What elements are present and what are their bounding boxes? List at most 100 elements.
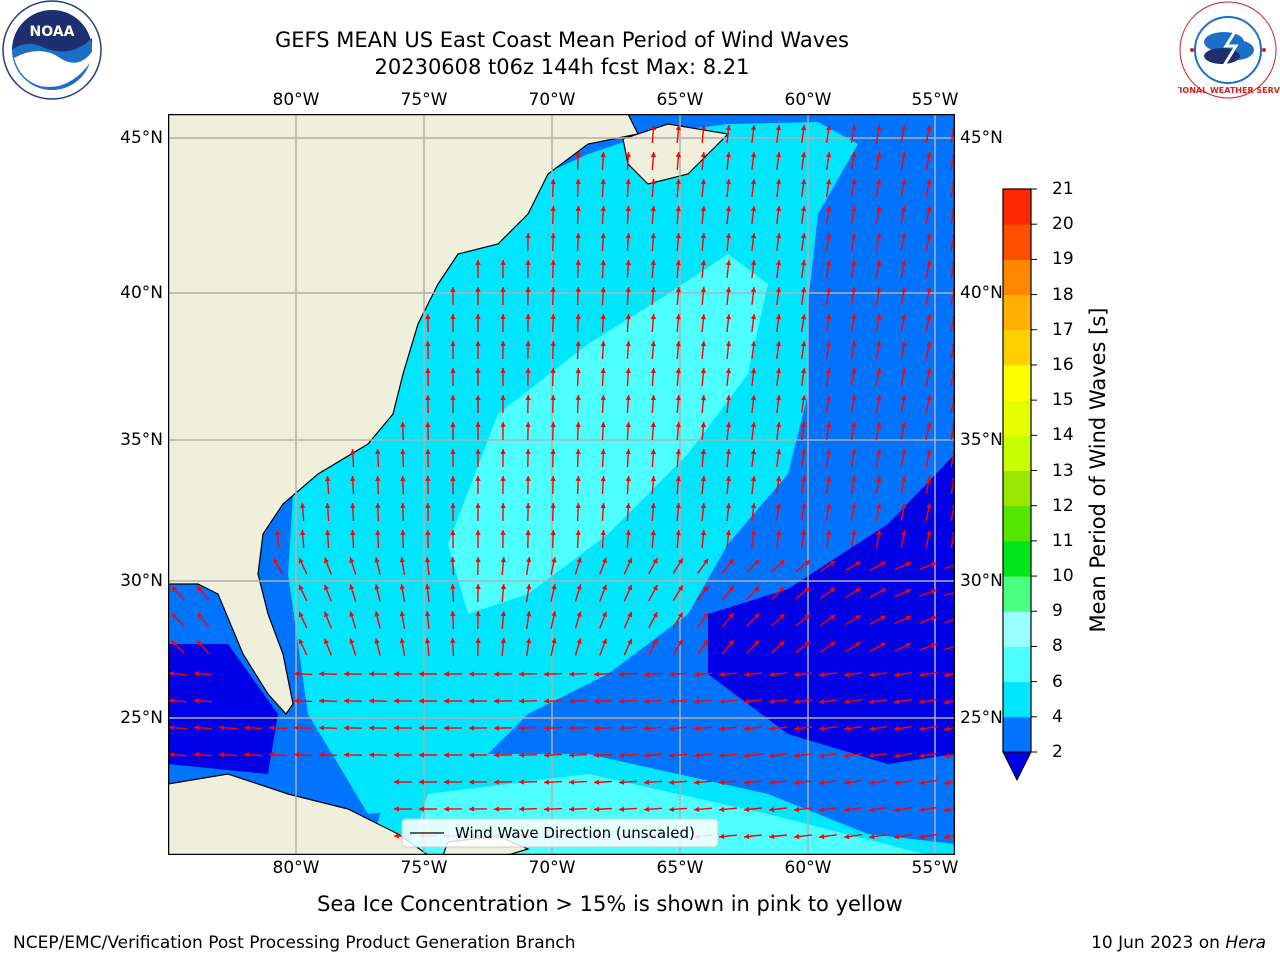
north-america-land bbox=[168, 114, 639, 715]
wave-direction-arrow bbox=[500, 448, 506, 468]
nws-logo-text: NATIONAL WEATHER SERVICE bbox=[1178, 86, 1280, 95]
wave-direction-arrow bbox=[843, 779, 863, 786]
wave-direction-arrow bbox=[725, 368, 732, 386]
wave-direction-arrow bbox=[568, 752, 588, 758]
wave-direction-arrow bbox=[623, 611, 633, 629]
wave-direction-arrow bbox=[844, 614, 862, 626]
wave-direction-arrow bbox=[850, 178, 857, 198]
wave-direction-arrow bbox=[575, 340, 581, 360]
wave-direction-arrow bbox=[600, 259, 606, 279]
wave-direction-arrow bbox=[675, 232, 681, 252]
wave-direction-arrow bbox=[668, 752, 688, 758]
colorbar-band bbox=[1003, 681, 1031, 718]
wave-direction-arrow bbox=[600, 421, 606, 441]
wave-direction-arrow bbox=[625, 448, 631, 468]
wave-direction-arrow bbox=[825, 205, 832, 225]
wave-direction-arrow bbox=[568, 806, 588, 812]
wave-direction-arrow bbox=[925, 476, 932, 494]
wave-direction-arrow bbox=[775, 125, 782, 143]
wave-direction-arrow bbox=[475, 556, 481, 576]
wave-direction-arrow bbox=[425, 367, 431, 387]
wave-direction-arrow bbox=[600, 286, 606, 306]
wave-direction-arrow bbox=[618, 779, 638, 785]
wave-direction-arrow bbox=[721, 585, 735, 601]
wave-direction-arrow bbox=[775, 395, 782, 413]
wave-direction-arrow bbox=[825, 367, 832, 387]
wave-direction-arrow bbox=[625, 394, 631, 414]
wave-direction-arrow bbox=[769, 725, 787, 732]
wave-direction-arrow bbox=[475, 530, 481, 548]
wave-direction-arrow bbox=[350, 529, 356, 549]
wave-direction-arrow bbox=[850, 529, 857, 549]
wave-direction-arrow bbox=[750, 341, 757, 359]
wave-direction-arrow bbox=[568, 779, 588, 785]
wave-direction-arrow bbox=[350, 448, 356, 468]
wave-direction-arrow bbox=[819, 698, 837, 705]
ocean-below-2s-east-region bbox=[708, 454, 955, 764]
wave-direction-arrow bbox=[672, 639, 684, 655]
wave-direction-arrow bbox=[525, 232, 531, 252]
wave-direction-arrow bbox=[850, 151, 857, 171]
lat-label-right: 25°N bbox=[960, 708, 1003, 728]
wave-direction-arrow bbox=[770, 640, 786, 654]
wave-direction-arrow bbox=[750, 503, 757, 521]
wave-direction-arrow bbox=[925, 152, 932, 170]
wave-direction-arrow bbox=[343, 725, 363, 731]
wave-direction-arrow bbox=[525, 637, 532, 657]
wave-direction-arrow bbox=[575, 475, 581, 495]
footer-organization: NCEP/EMC/Verification Post Processing Pr… bbox=[13, 933, 576, 953]
wave-direction-arrow bbox=[525, 475, 531, 495]
colorbar-band bbox=[1003, 400, 1031, 436]
wave-direction-arrow bbox=[400, 529, 406, 549]
wave-direction-arrow bbox=[193, 725, 213, 731]
wave-direction-arrow bbox=[869, 615, 887, 625]
wave-direction-arrow bbox=[475, 503, 481, 521]
lon-label-top: 75°W bbox=[400, 90, 448, 110]
wave-direction-arrow bbox=[675, 313, 681, 333]
wave-direction-arrow bbox=[343, 671, 363, 677]
wave-direction-arrow bbox=[268, 752, 288, 758]
wave-direction-arrow bbox=[325, 529, 331, 549]
wave-direction-arrow bbox=[900, 368, 907, 386]
wave-direction-arrow bbox=[600, 205, 606, 225]
wave-direction-arrow bbox=[700, 286, 707, 306]
wave-direction-arrow bbox=[450, 556, 456, 576]
wave-direction-arrow bbox=[650, 313, 656, 333]
wave-direction-arrow bbox=[925, 179, 932, 197]
wave-direction-arrow bbox=[500, 529, 506, 549]
wave-direction-arrow bbox=[825, 286, 832, 306]
wave-direction-arrow bbox=[368, 698, 388, 704]
colorbar-tick-label: 12 bbox=[1052, 495, 1074, 516]
arrow-legend: Wind Wave Direction (unscaled) bbox=[401, 818, 719, 848]
wave-direction-arrow bbox=[349, 611, 357, 629]
wave-direction-arrow bbox=[700, 475, 707, 495]
lat-label-left: 25°N bbox=[120, 708, 163, 728]
wave-direction-arrow bbox=[475, 368, 481, 386]
wave-direction-arrow bbox=[750, 233, 757, 251]
wave-direction-arrow bbox=[893, 752, 913, 759]
wave-direction-arrow bbox=[775, 179, 782, 197]
colorbar-tick-label: 4 bbox=[1052, 706, 1063, 727]
wave-direction-arrow bbox=[893, 725, 913, 732]
wave-direction-arrow bbox=[500, 340, 506, 360]
wave-direction-arrow bbox=[800, 448, 807, 468]
wave-direction-arrow bbox=[475, 341, 481, 359]
wave-direction-arrow bbox=[894, 561, 912, 571]
wave-direction-arrow bbox=[769, 671, 787, 678]
wave-direction-arrow bbox=[675, 124, 681, 144]
wave-direction-arrow bbox=[868, 780, 888, 786]
wave-direction-arrow bbox=[168, 671, 188, 677]
wave-direction-arrow bbox=[600, 502, 606, 522]
wave-direction-arrow bbox=[400, 421, 406, 441]
wave-direction-arrow bbox=[375, 529, 381, 549]
wave-direction-arrow bbox=[672, 585, 684, 601]
wave-direction-arrow bbox=[900, 530, 907, 548]
colorbar-tick-label: 10 bbox=[1052, 566, 1074, 587]
wave-direction-arrow bbox=[819, 806, 837, 813]
wave-direction-arrow bbox=[574, 584, 582, 602]
wave-direction-arrow bbox=[574, 638, 582, 656]
wave-direction-arrow bbox=[750, 152, 757, 170]
wave-direction-arrow bbox=[593, 725, 613, 731]
wave-direction-arrow bbox=[500, 286, 506, 306]
wave-direction-arrow bbox=[324, 557, 332, 575]
